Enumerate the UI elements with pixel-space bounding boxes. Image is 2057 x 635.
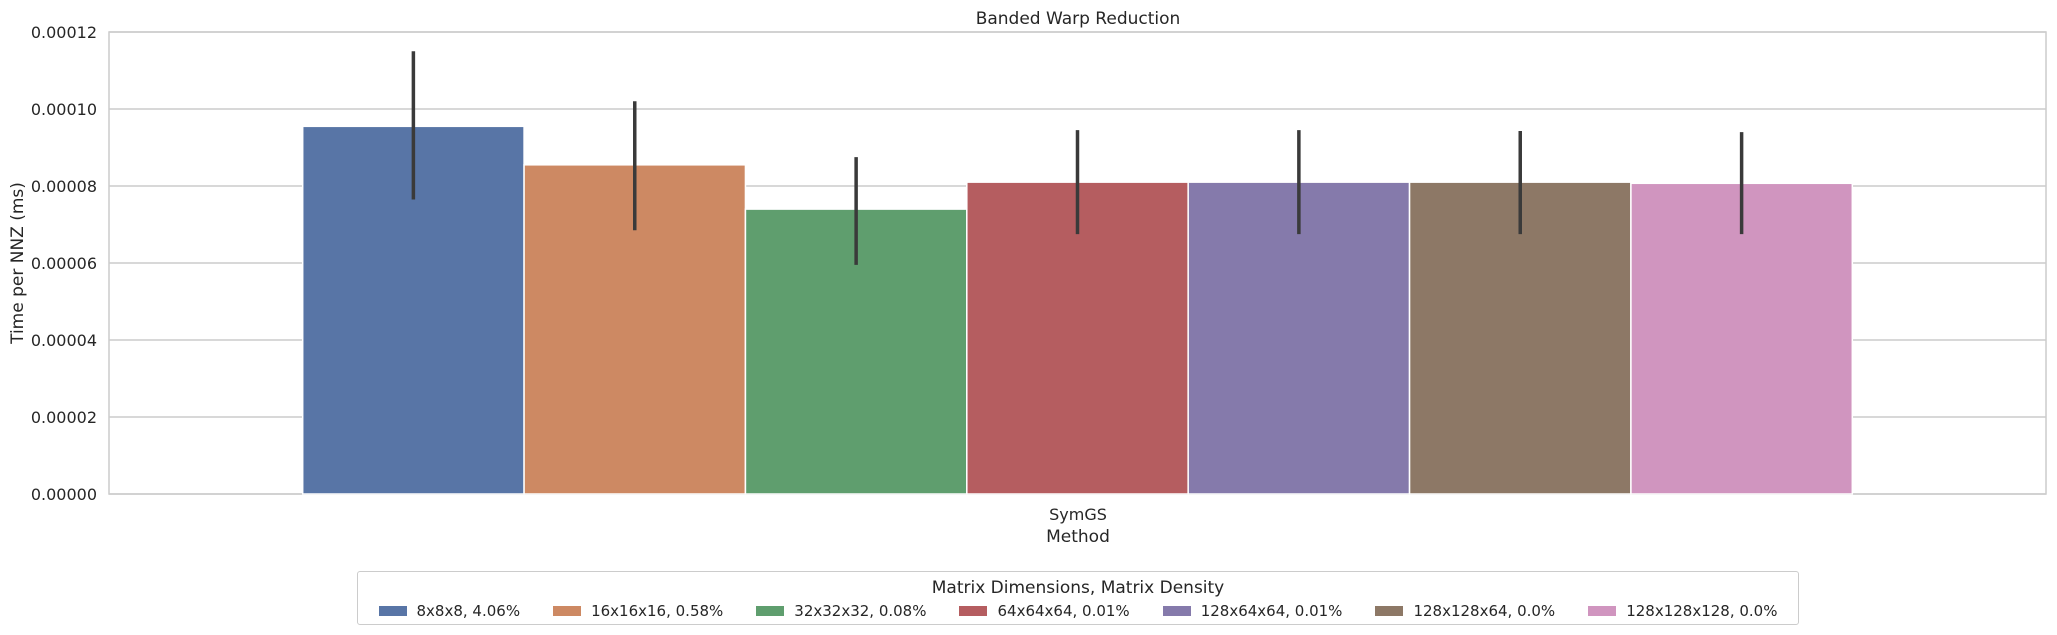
legend-label: 128x64x64, 0.01% [1200, 602, 1343, 620]
legend-item: 128x128x128, 0.0% [1588, 602, 1777, 620]
legend-swatch [959, 606, 988, 616]
legend-item: 8x8x8, 4.06% [378, 602, 521, 620]
y-tick-label: 0.00010 [31, 100, 97, 119]
y-tick-label: 0.00002 [31, 408, 97, 427]
legend-item: 64x64x64, 0.01% [959, 602, 1130, 620]
bar [1630, 182, 1854, 495]
error-bars [411, 51, 1744, 265]
legend-swatch [1588, 606, 1617, 616]
y-tick-label: 0.00012 [31, 23, 97, 42]
legend-label: 128x128x64, 0.0% [1413, 602, 1556, 620]
y-tick-label: 0.00006 [31, 254, 97, 273]
legend-swatch [756, 606, 785, 616]
legend-item: 16x16x16, 0.58% [553, 602, 723, 620]
legend-label: 32x32x32, 0.08% [794, 602, 927, 620]
legend-swatch [553, 606, 582, 616]
legend: Matrix Dimensions, Matrix Density 8x8x8,… [357, 571, 1799, 625]
legend-swatch [1162, 606, 1191, 616]
legend-label: 128x128x128, 0.0% [1626, 602, 1778, 620]
x-axis-label: Method [1046, 527, 1110, 547]
legend-label: 8x8x8, 4.06% [416, 602, 521, 620]
legend-label: 64x64x64, 0.01% [997, 602, 1130, 620]
y-axis-label: Time per NNZ (ms) [8, 182, 28, 345]
chart-title: Banded Warp Reduction [976, 9, 1181, 29]
y-tick-labels: 0.00000 0.00002 0.00004 0.00006 0.00008 0.000… [31, 23, 97, 504]
legend-swatch [1375, 606, 1404, 616]
legend-item: 128x128x64, 0.0% [1375, 602, 1555, 620]
legend-items: 8x8x8, 4.06% 16x16x16, 0.58% 32x32x32, 0.0… [358, 602, 1798, 620]
legend-title: Matrix Dimensions, Matrix Density [931, 578, 1225, 598]
x-tick-label: SymGS [1049, 505, 1107, 524]
y-tick-label: 0.00004 [31, 331, 97, 350]
legend-swatch [378, 606, 407, 616]
legend-item: 32x32x32, 0.08% [756, 602, 926, 620]
y-tick-label: 0.00008 [31, 177, 97, 196]
y-tick-label: 0.00000 [31, 485, 97, 504]
legend-label: 16x16x16, 0.58% [591, 602, 724, 620]
legend-item: 128x64x64, 0.01% [1162, 602, 1343, 620]
